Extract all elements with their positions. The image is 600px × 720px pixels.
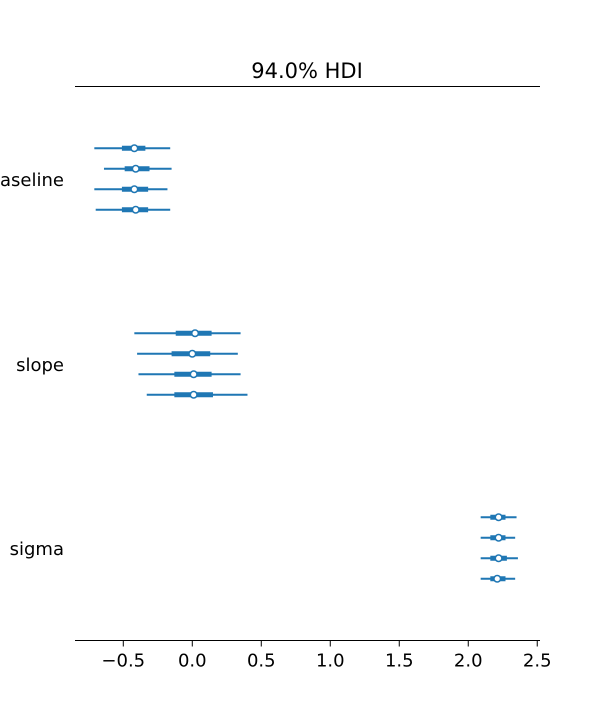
x-axis-ticks: −0.5 0.0 0.5 1.0 1.5 2.0 2.5 — [101, 640, 552, 672]
x-tick-label: 0.5 — [247, 651, 276, 672]
mean-point — [494, 554, 503, 563]
x-tick-label: 0.0 — [178, 651, 207, 672]
mean-point — [494, 533, 503, 542]
x-tick-label: 2.0 — [454, 651, 483, 672]
mean-point — [188, 349, 197, 358]
mean-point — [189, 390, 198, 399]
mean-point — [494, 513, 503, 522]
x-tick-label: 1.0 — [316, 651, 345, 672]
chart-title: 94.0% HDI — [251, 59, 363, 83]
x-tick-label: −0.5 — [101, 651, 145, 672]
x-tick-label: 2.5 — [523, 651, 552, 672]
x-tick-label: 1.5 — [385, 651, 414, 672]
mean-point — [130, 185, 139, 194]
mean-point — [130, 144, 139, 153]
parameter-label: baseline — [0, 170, 64, 191]
mean-point — [131, 205, 140, 214]
mean-point — [493, 574, 502, 583]
mean-point — [190, 329, 200, 338]
parameter-label: slope — [16, 355, 64, 376]
interval-marks — [94, 144, 518, 583]
parameter-label: sigma — [10, 539, 64, 560]
parameter-labels: baseline slope sigma — [0, 170, 64, 560]
mean-point — [189, 370, 198, 379]
mean-point — [131, 164, 140, 173]
